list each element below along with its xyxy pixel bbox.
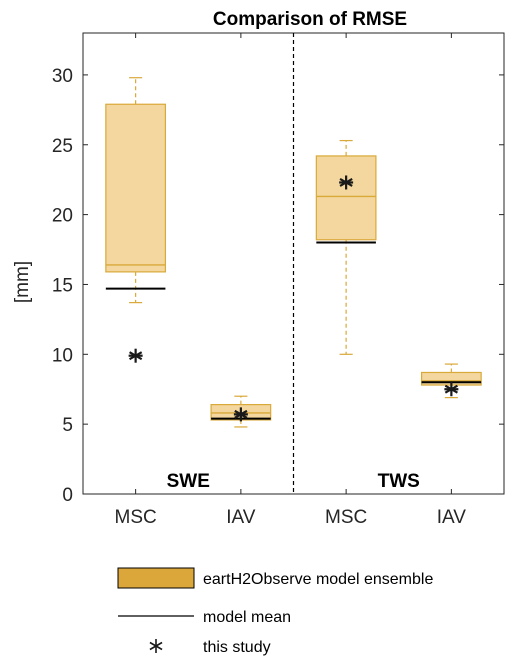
this-study-marker [339,175,354,190]
x-tick-label: MSC [325,507,367,528]
section-label: TWS [378,471,420,492]
legend-label-mean: model mean [203,609,291,626]
x-tick-label: MSC [115,507,157,528]
y-tick-label: 0 [62,485,73,506]
y-tick-label: 20 [52,206,73,227]
legend: eartH2Observe model ensemble model mean th… [117,567,433,656]
plot-area: 0 5 10 15 20 25 30 MSC IAV MSC IAV SWE TWS [52,32,505,528]
x-tick-label: IAV [226,507,256,528]
y-tick-label: 15 [52,275,73,296]
legend-box-symbol [117,567,195,589]
ensemble-box [315,155,377,241]
y-tick-label: 30 [52,66,73,87]
y-tick-label: 10 [52,345,73,366]
legend-label-study: this study [203,639,271,656]
this-study-marker [444,382,459,397]
this-study-marker [233,407,248,422]
y-tick-label: 5 [62,415,73,436]
chart-title: Comparison of RMSE [213,9,407,30]
legend-asterisk-symbol [149,639,163,653]
y-axis-label: [mm] [12,261,33,303]
this-study-marker [128,348,143,363]
section-label: SWE [167,471,210,492]
legend-label-ensemble: eartH2Observe model ensemble [203,571,433,588]
x-tick-label: IAV [437,507,467,528]
ensemble-box [105,103,167,273]
y-tick-label: 25 [52,136,73,157]
